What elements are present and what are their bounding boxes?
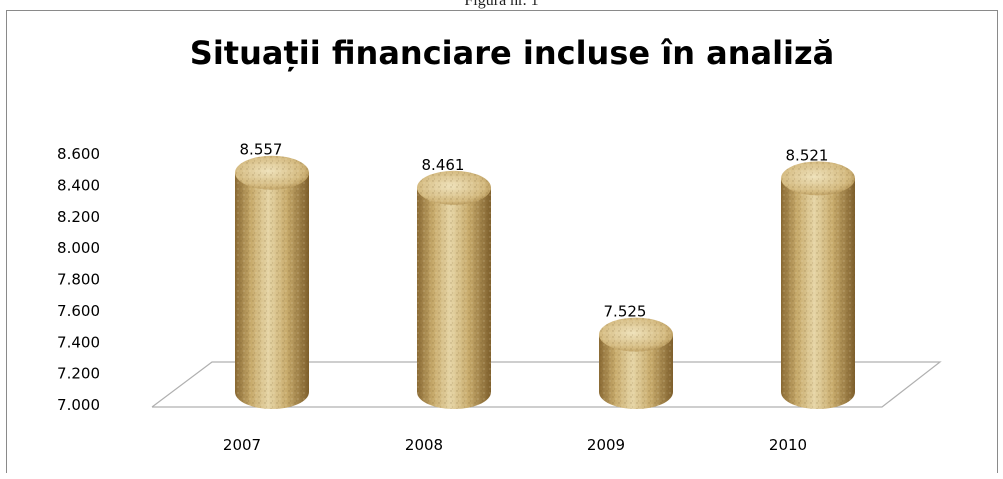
y-axis: 7.000 7.200 7.400 7.600 7.800 8.000 8.200 8.400… [57, 145, 100, 414]
y-tick-label: 7.200 [57, 365, 100, 383]
data-label: 8.521 [786, 146, 829, 164]
data-label: 8.557 [240, 141, 283, 159]
y-tick-label: 8.200 [57, 208, 100, 226]
x-tick-label: 2010 [769, 436, 807, 454]
bar-top-texture [417, 170, 491, 205]
y-tick-label: 8.000 [57, 239, 100, 257]
bar-texture [599, 334, 673, 409]
bar-top-texture [235, 155, 309, 190]
bar-top-texture [781, 161, 855, 196]
bar: 8.461 [417, 156, 491, 409]
bar-texture [781, 178, 855, 409]
data-label: 7.525 [604, 303, 647, 321]
bar-texture [417, 187, 491, 409]
y-tick-label: 8.400 [57, 176, 100, 194]
y-tick-label: 8.600 [57, 145, 100, 163]
bars: 8.557 8.461 7.525 8.521 [235, 141, 855, 409]
y-tick-label: 7.800 [57, 271, 100, 289]
y-tick-label: 7.000 [57, 396, 100, 414]
x-axis: 2007 2008 2009 2010 [223, 436, 807, 454]
figure-caption: Figura nr. 1 [464, 0, 539, 9]
bar: 8.521 [781, 146, 855, 409]
x-tick-label: 2009 [587, 436, 625, 454]
bar-texture [235, 172, 309, 409]
y-tick-label: 7.600 [57, 302, 100, 320]
data-label: 8.461 [422, 156, 465, 174]
bar-top-texture [599, 317, 673, 352]
bar: 7.525 [599, 303, 673, 409]
chart-frame [6, 10, 998, 473]
chart-title: Situații financiare incluse în analiză [190, 34, 834, 72]
bar: 8.557 [235, 141, 309, 409]
x-tick-label: 2007 [223, 436, 261, 454]
x-tick-label: 2008 [405, 436, 443, 454]
y-tick-label: 7.400 [57, 333, 100, 351]
